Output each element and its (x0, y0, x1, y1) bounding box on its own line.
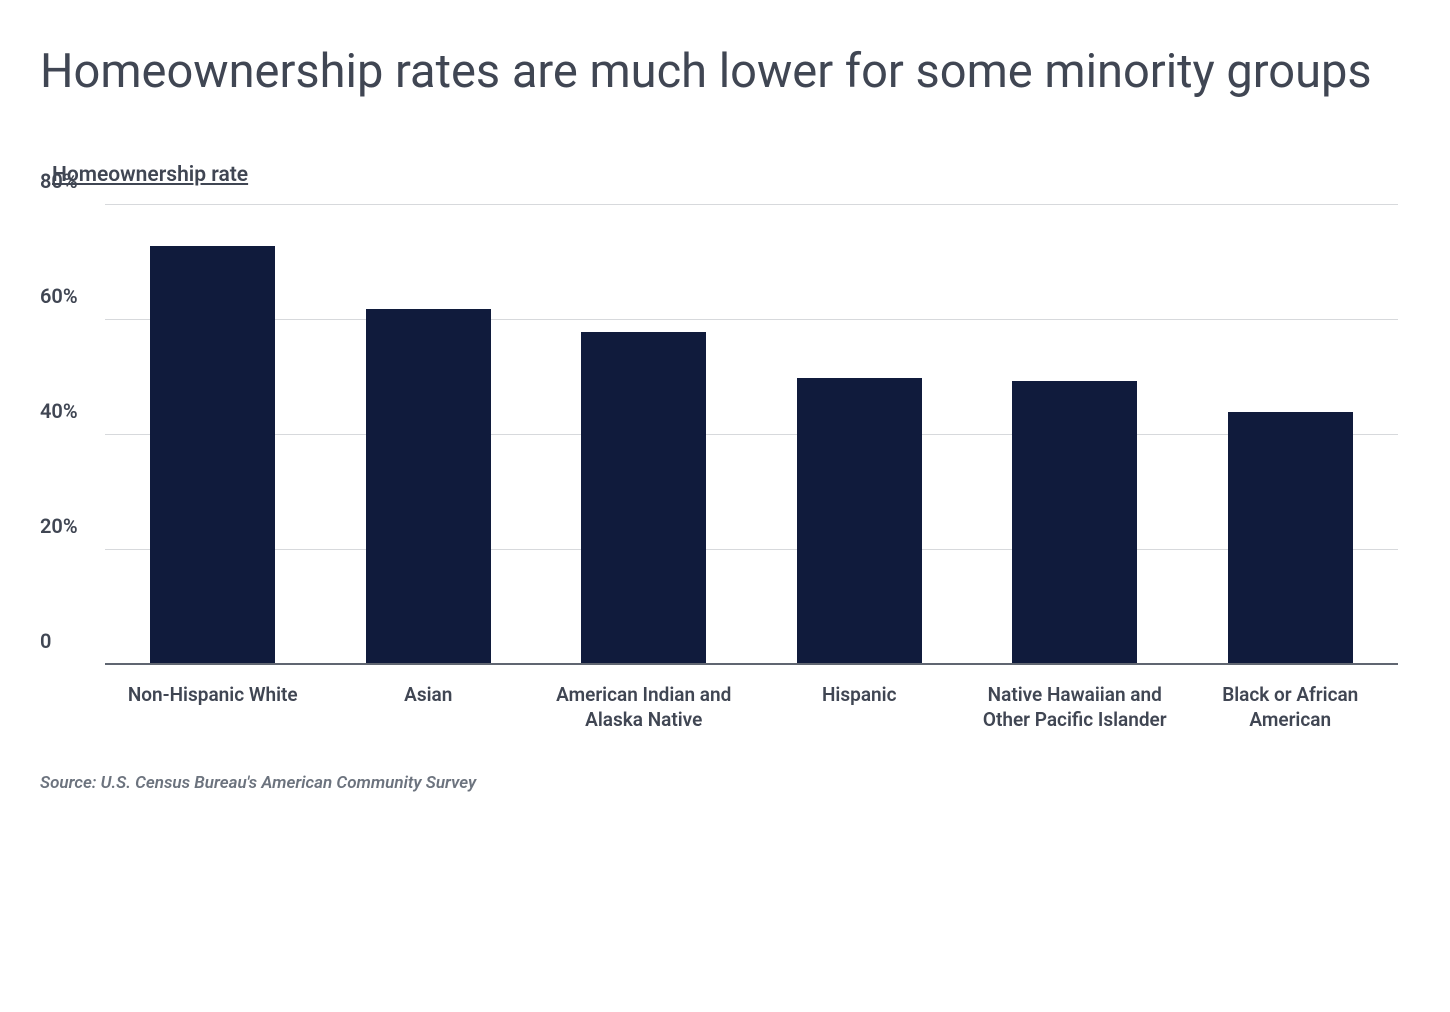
chart-subtitle: Homeownership rate (52, 163, 1410, 187)
bar-slot (967, 205, 1183, 665)
bar-slot (536, 205, 752, 665)
x-tick-label: Non-Hispanic White (105, 675, 321, 745)
bar-chart: 020%40%60%80% Non-Hispanic WhiteAsianAme… (40, 205, 1410, 745)
bar-slot (321, 205, 537, 665)
x-tick-label: American Indian and Alaska Native (536, 675, 752, 745)
x-tick-label: Hispanic (752, 675, 968, 745)
y-tick-label: 80% (40, 169, 78, 193)
bar (1012, 381, 1137, 666)
source-text: Source: U.S. Census Bureau's American Co… (40, 773, 1410, 793)
bar-slot (752, 205, 968, 665)
chart-title: Homeownership rates are much lower for s… (40, 40, 1410, 103)
bars (105, 205, 1398, 665)
x-axis-labels: Non-Hispanic WhiteAsianAmerican Indian a… (105, 675, 1398, 745)
x-tick-label: Native Hawaiian and Other Pacific Island… (967, 675, 1183, 745)
bar-slot (105, 205, 321, 665)
x-axis-line (105, 663, 1398, 665)
bar-slot (1183, 205, 1399, 665)
bar (150, 246, 275, 666)
x-tick-label: Black or African American (1183, 675, 1399, 745)
y-tick-label: 20% (40, 514, 78, 538)
y-tick-label: 40% (40, 399, 78, 423)
bar (1228, 412, 1353, 665)
x-tick-label: Asian (321, 675, 537, 745)
plot-area (105, 205, 1398, 665)
y-tick-label: 60% (40, 284, 78, 308)
y-tick-label: 0 (40, 629, 51, 653)
bar (797, 378, 922, 666)
bar (366, 309, 491, 666)
bar (581, 332, 706, 666)
